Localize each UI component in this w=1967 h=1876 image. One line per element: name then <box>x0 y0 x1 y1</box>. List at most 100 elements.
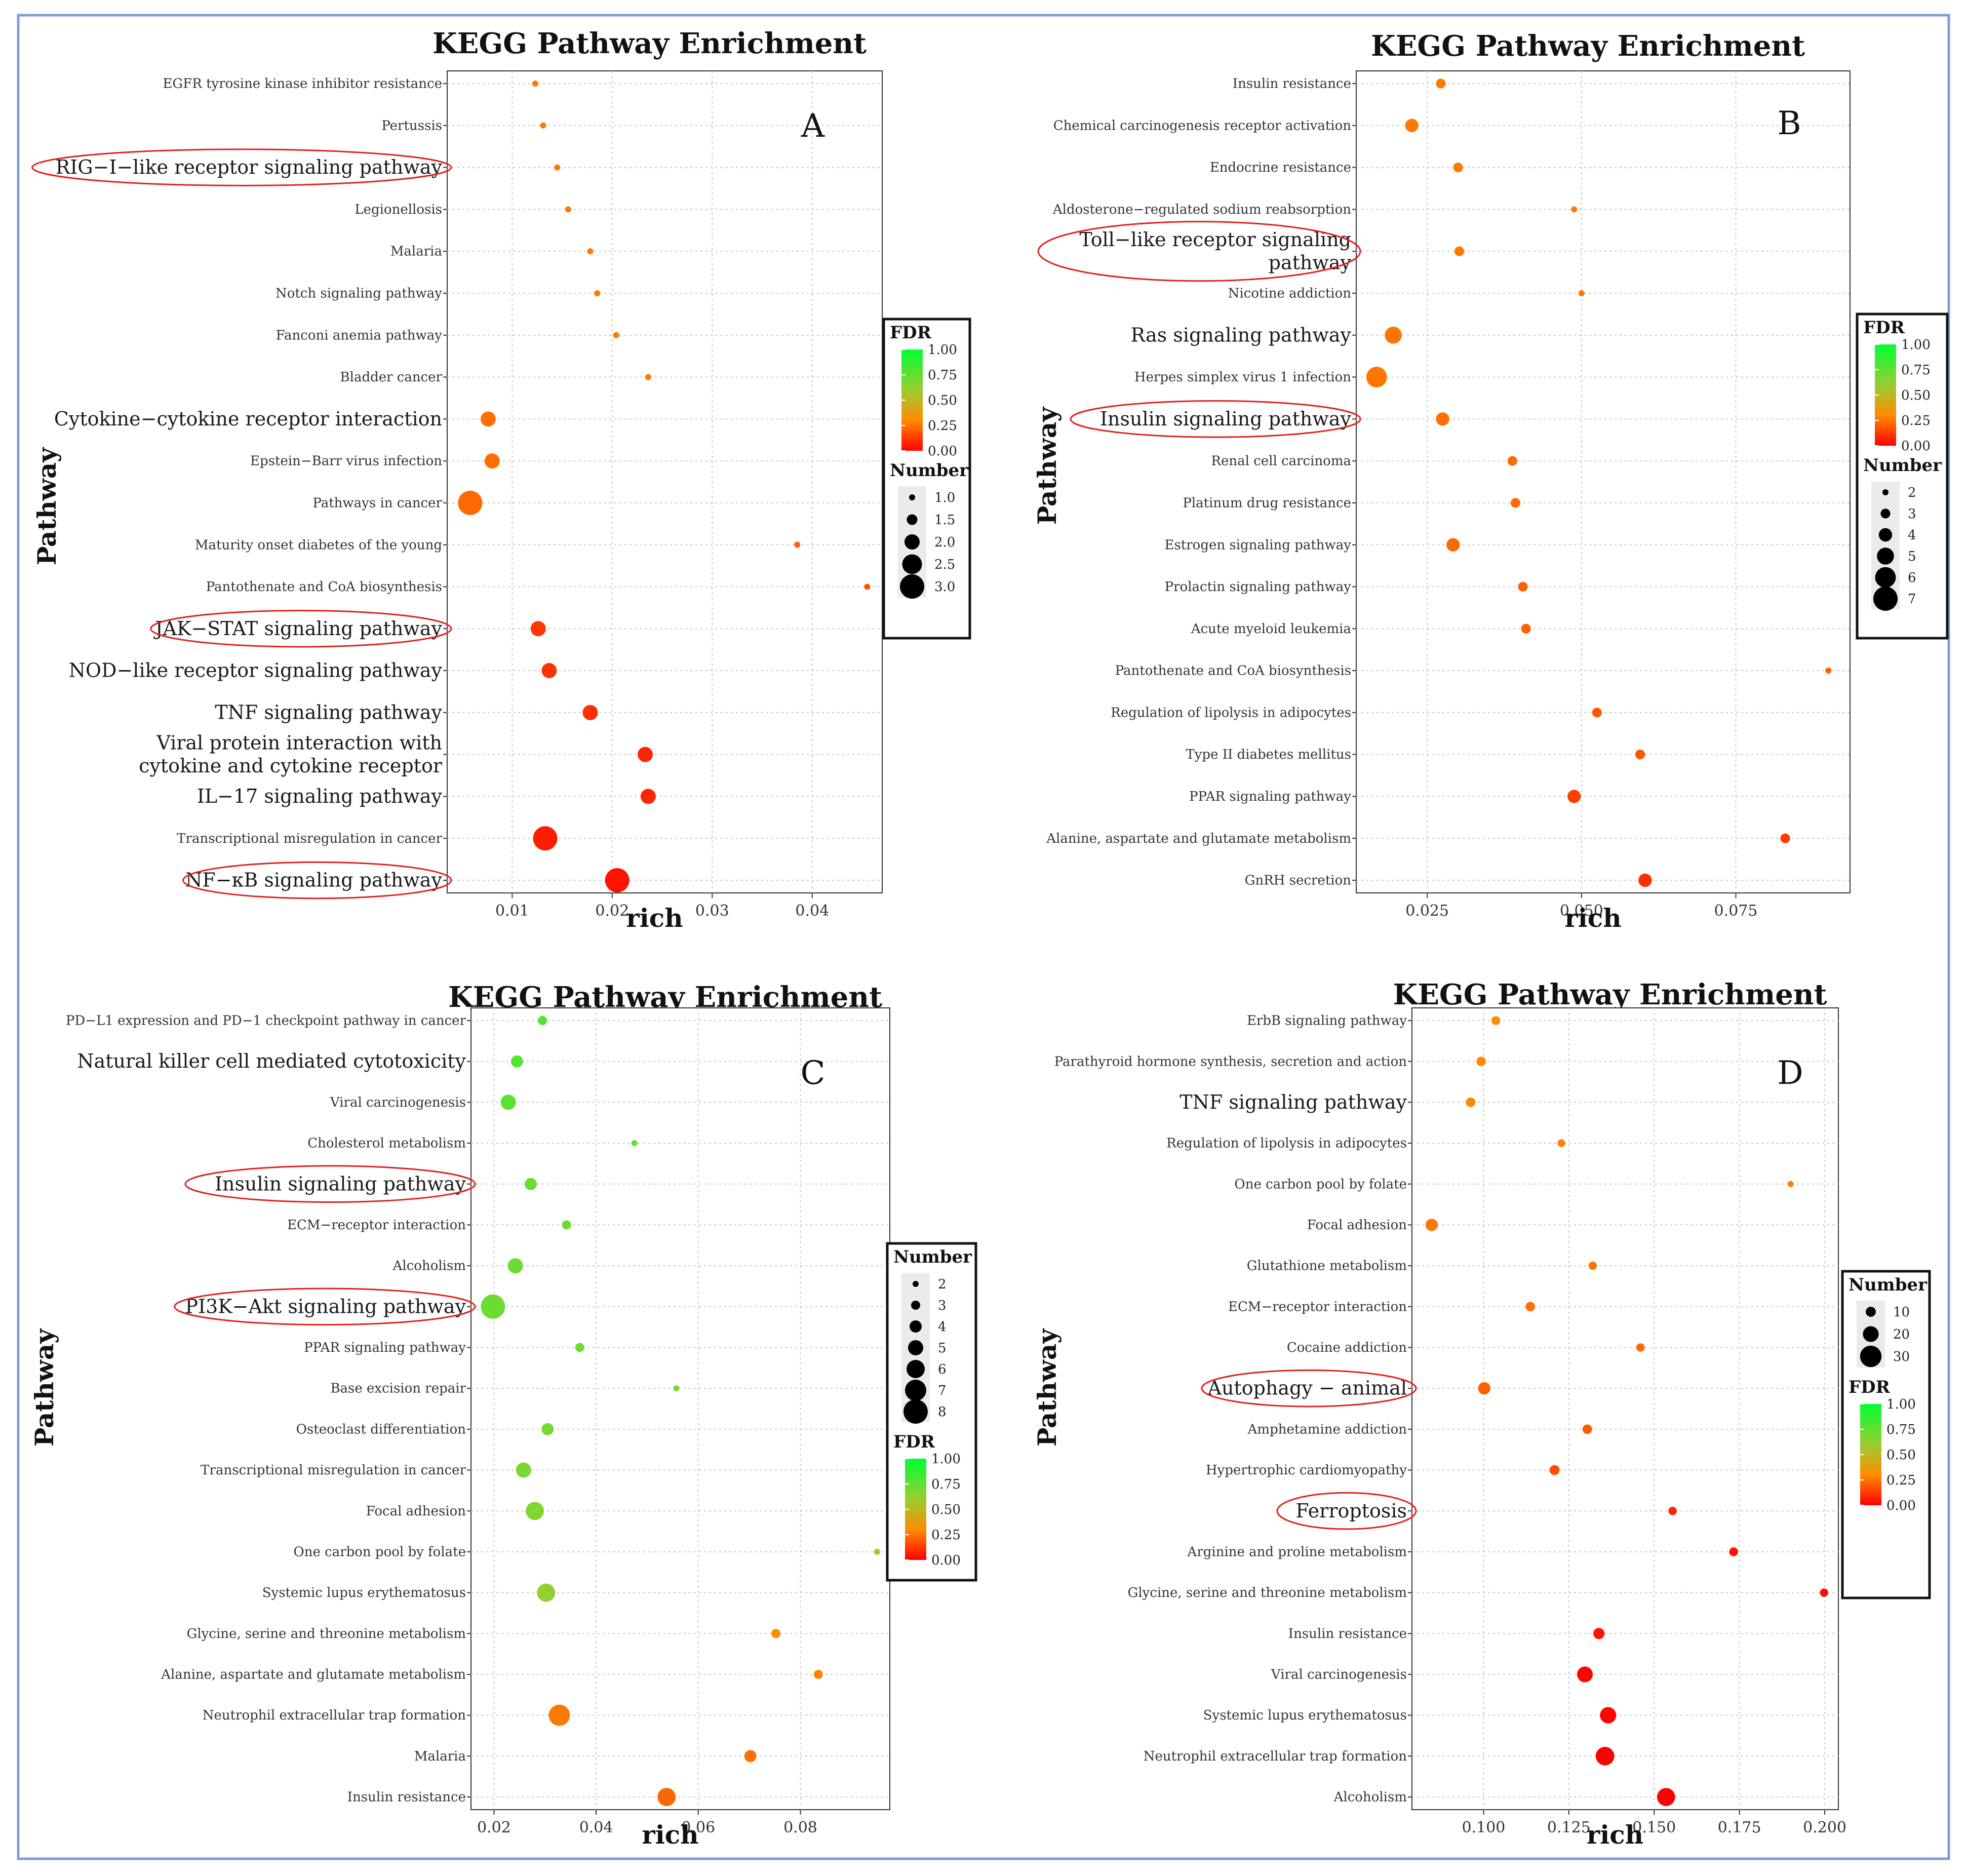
number-key-label: 10 <box>1893 1305 1910 1320</box>
data-point <box>532 81 538 87</box>
data-point <box>1521 623 1531 634</box>
x-axis-title: rich <box>626 903 683 933</box>
y-tick-label: Notch signaling pathway <box>276 286 442 301</box>
y-tick-label: Hypertrophic cardiomyopathy <box>1206 1463 1407 1478</box>
y-tick-label: JAK−STAT signaling pathway <box>153 617 442 640</box>
data-point <box>540 122 546 129</box>
y-tick-label-line: Alanine, aspartate and glutamate metabol… <box>161 1667 466 1683</box>
y-tick-label-line: Glycine, serine and threonine metabolism <box>187 1626 466 1642</box>
y-tick-label: Legionellosis <box>355 202 442 217</box>
data-point <box>541 1423 554 1435</box>
y-tick-label: Systemic lupus erythematosus <box>262 1585 466 1600</box>
data-point <box>637 747 653 762</box>
number-key-label: 2.0 <box>934 535 955 550</box>
y-tick-label: Osteoclast differentiation <box>296 1422 466 1437</box>
y-tick-label-line: PI3K−Akt signaling pathway <box>185 1295 466 1317</box>
data-point <box>562 1220 571 1230</box>
data-point <box>1636 1343 1645 1352</box>
y-tick-label-line: Focal adhesion <box>1307 1218 1407 1233</box>
data-point <box>530 621 546 637</box>
y-tick-label-line: Pantothenate and CoA biosynthesis <box>206 579 442 595</box>
fdr-tick-label: 1.00 <box>1901 337 1931 353</box>
data-point <box>1600 1707 1617 1724</box>
y-tick-label-line: Base excision repair <box>330 1381 466 1396</box>
number-key-label: 20 <box>1893 1327 1910 1342</box>
y-tick-label-line: Alanine, aspartate and glutamate metabol… <box>1046 831 1351 846</box>
y-tick-label: Neutrophil extracellular trap formation <box>203 1708 466 1723</box>
number-key-label: 7 <box>1908 592 1916 607</box>
data-point <box>1491 1016 1501 1025</box>
y-tick-label-line: Viral carcinogenesis <box>1271 1667 1407 1683</box>
data-point <box>1588 1261 1597 1270</box>
y-tick-label: Base excision repair <box>330 1381 466 1396</box>
fdr-legend-title: FDR <box>1848 1377 1891 1397</box>
data-point <box>1638 873 1652 887</box>
y-tick-label: PPAR signaling pathway <box>1189 789 1351 804</box>
y-tick-label-line: Pathways in cancer <box>312 495 442 511</box>
data-point <box>1578 290 1585 296</box>
y-tick-label: Regulation of lipolysis in adipocytes <box>1111 705 1351 720</box>
y-tick-label-line: Viral carcinogenesis <box>330 1095 466 1110</box>
data-point <box>1518 581 1528 592</box>
x-tick-label: 0.02 <box>477 1819 511 1836</box>
number-legend-title: Number <box>893 1247 972 1267</box>
y-tick-label: Prolactin signaling pathway <box>1165 579 1352 595</box>
y-tick-label-line: IL−17 signaling pathway <box>197 785 443 807</box>
data-point <box>1668 1506 1677 1515</box>
data-point <box>1405 119 1419 132</box>
x-tick-label: 0.08 <box>783 1819 817 1836</box>
panel-a: KEGG Pathway Enrichment 0.01 0.02 0.03 0.04 A… <box>31 27 971 933</box>
y-tick-label: Cholesterol metabolism <box>307 1136 466 1151</box>
y-tick-label-line: JAK−STAT signaling pathway <box>153 617 442 640</box>
y-tick-label-line: One carbon pool by folate <box>293 1544 466 1559</box>
data-point <box>565 206 571 213</box>
y-tick-label-line: Cocaine addiction <box>1287 1340 1407 1355</box>
y-tick-label: Transcriptional misregulation in cancer <box>177 831 442 846</box>
data-point <box>1436 412 1449 426</box>
highlight-ellipse <box>1201 1369 1417 1408</box>
number-key-label: 3 <box>1908 506 1916 522</box>
y-tick-label-line: EGFR tyrosine kinase inhibitor resistanc… <box>163 76 442 92</box>
y-tick-label: GnRH secretion <box>1245 873 1352 888</box>
y-tick-label: Malaria <box>390 244 442 259</box>
y-tick-label-line: Endocrine resistance <box>1210 160 1351 175</box>
y-axis-title: Pathway <box>29 1328 59 1447</box>
number-key-dot <box>904 534 920 550</box>
data-point <box>484 453 500 469</box>
y-tick-label: PD−L1 expression and PD−1 checkpoint pat… <box>66 1013 466 1029</box>
number-key-label: 3.0 <box>934 579 955 595</box>
x-tick-label: 0.03 <box>695 902 729 920</box>
y-tick-label: Epstein−Barr virus infection <box>250 454 442 469</box>
fdr-tick-label: 0.50 <box>1886 1448 1916 1463</box>
highlight-ellipse <box>150 609 452 648</box>
data-point <box>1577 1666 1593 1683</box>
x-tick-label: 0.02 <box>595 902 629 920</box>
y-tick-label: Neutrophil extracellular trap formation <box>1144 1749 1407 1764</box>
plot-area <box>1411 1007 1839 1810</box>
y-tick-label-line: Notch signaling pathway <box>276 286 442 301</box>
number-key-dot <box>910 1320 922 1333</box>
number-key-dot <box>902 554 922 574</box>
number-key-label: 2 <box>1908 485 1916 500</box>
y-tick-label: ECM−receptor interaction <box>1228 1299 1407 1314</box>
y-tick-label-line: Osteoclast differentiation <box>296 1422 466 1437</box>
highlight-ellipse <box>1037 221 1361 282</box>
y-tick-label: Bladder cancer <box>340 370 443 385</box>
y-tick-label: Ras signaling pathway <box>1131 324 1352 346</box>
number-key-label: 5 <box>938 1341 947 1356</box>
data-point <box>744 1750 757 1763</box>
y-tick-label: Ferroptosis <box>1295 1500 1407 1522</box>
x-tick-label: 0.06 <box>681 1819 715 1836</box>
data-point <box>874 1548 880 1555</box>
y-tick-label: Cytokine−cytokine receptor interaction <box>54 408 442 430</box>
y-axis-title: Pathway <box>1032 1328 1062 1447</box>
y-tick-label: Pertussis <box>381 118 442 133</box>
data-point <box>507 1258 523 1274</box>
y-tick-label-line: Toll−like receptor signaling <box>1079 228 1351 251</box>
x-tick-label: 0.125 <box>1547 1819 1591 1836</box>
y-tick-label: Maturity onset diabetes of the young <box>195 537 442 553</box>
y-tick-label-line: GnRH secretion <box>1245 873 1352 888</box>
y-tick-label-line: TNF signaling pathway <box>1179 1091 1407 1113</box>
plot-area <box>470 1007 890 1810</box>
y-tick-label-line: One carbon pool by folate <box>1234 1177 1407 1192</box>
